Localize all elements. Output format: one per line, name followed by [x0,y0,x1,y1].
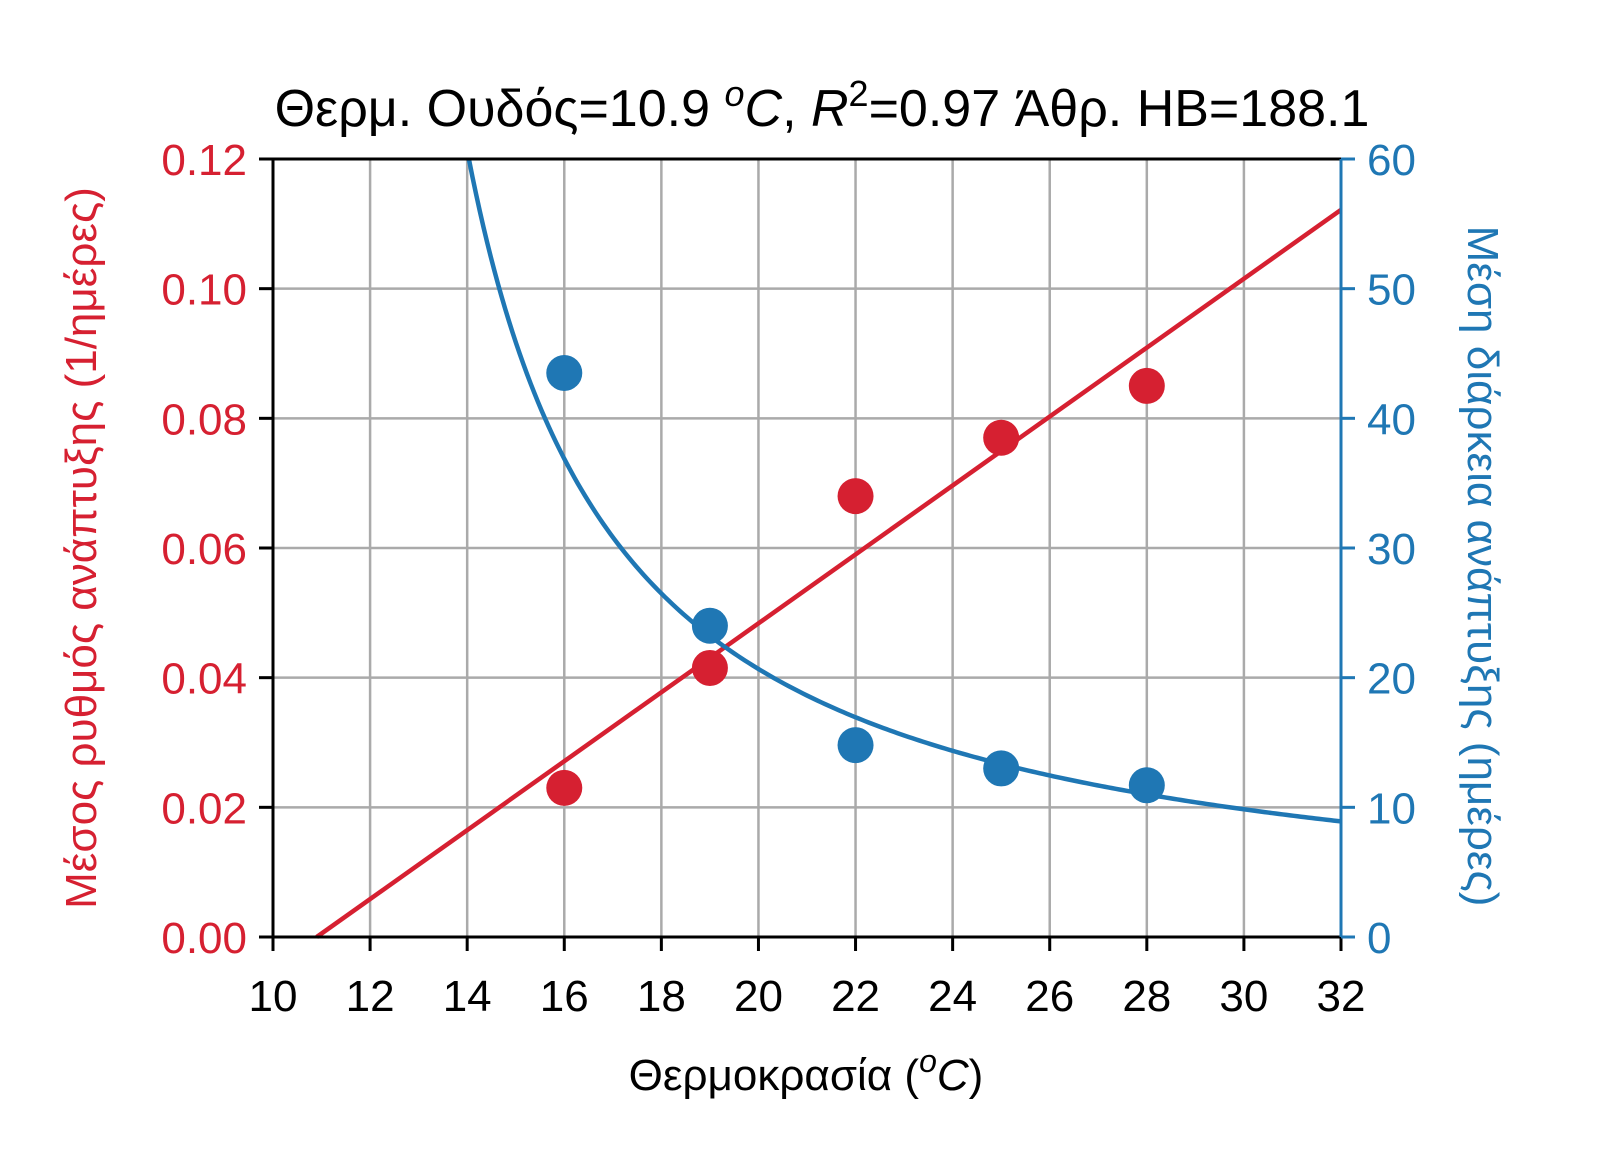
y-right-tick-label: 20 [1367,655,1416,704]
duration-data-point [1128,767,1165,804]
x-tick-label: 30 [1219,972,1268,1021]
y-left-tick-label: 0.02 [161,784,247,833]
x-axis-label: Θερμοκρασία (oC) [629,1043,984,1100]
tick-marks [259,157,1355,951]
x-tick-label: 28 [1122,972,1171,1021]
duration-data-point [983,750,1020,787]
rate-fit-line [315,207,1343,939]
y-axis-left-label: Μέσος ρυθμός ανάπτυξης (1/ημέρες) [57,187,106,909]
duration-data-point [837,727,874,764]
y-left-tick-label: 0.10 [161,266,247,315]
x-tick-label: 24 [928,972,977,1021]
y-right-tick-label: 40 [1367,395,1416,444]
y-left-tick-label: 0.04 [161,655,247,704]
rate-data-point [691,649,728,686]
y-left-tick-label: 0.06 [161,525,247,574]
duration-fit-curve [466,158,1342,824]
x-tick-label: 20 [734,972,783,1021]
x-tick-label: 10 [249,972,298,1021]
x-tick-label: 32 [1317,972,1366,1021]
y-axis-right-label: Μέση διάρκεια ανάπτυξης (ημέρες) [1458,226,1507,907]
rate-data-point [546,769,583,806]
y-right-tick-label: 10 [1367,784,1416,833]
x-tick-label: 18 [637,972,686,1021]
y-right-tick-label: 60 [1367,136,1416,185]
y-right-tick-label: 50 [1367,266,1416,315]
y-left-tick-label: 0.08 [161,395,247,444]
x-tick-label: 14 [443,972,492,1021]
y-left-tick-label: 0.12 [161,136,247,185]
data-points [546,354,1165,806]
y-right-tick-label: 0 [1367,914,1391,963]
x-tick-label: 16 [540,972,589,1021]
rate-data-point [837,478,874,515]
x-tick-label: 12 [346,972,395,1021]
fit-curves [315,158,1343,939]
duration-data-point [691,607,728,644]
rate-data-point [1128,367,1165,404]
x-tick-label: 22 [831,972,880,1021]
x-tick-label: 26 [1025,972,1074,1021]
tick-labels: 10 12 14 16 18 20 22 24 26 28 30 32 0.00 0.02 0.04 0.06… [161,136,1416,1021]
grid-lines [271,157,1343,939]
duration-data-point [546,354,583,391]
y-left-tick-label: 0.00 [161,914,247,963]
rate-data-point [983,419,1020,456]
y-right-tick-label: 30 [1367,525,1416,574]
chart-title: Θερμ. Ουδός=10.9 oC, R2=0.97 Άθρ. HB=188… [275,73,1370,138]
